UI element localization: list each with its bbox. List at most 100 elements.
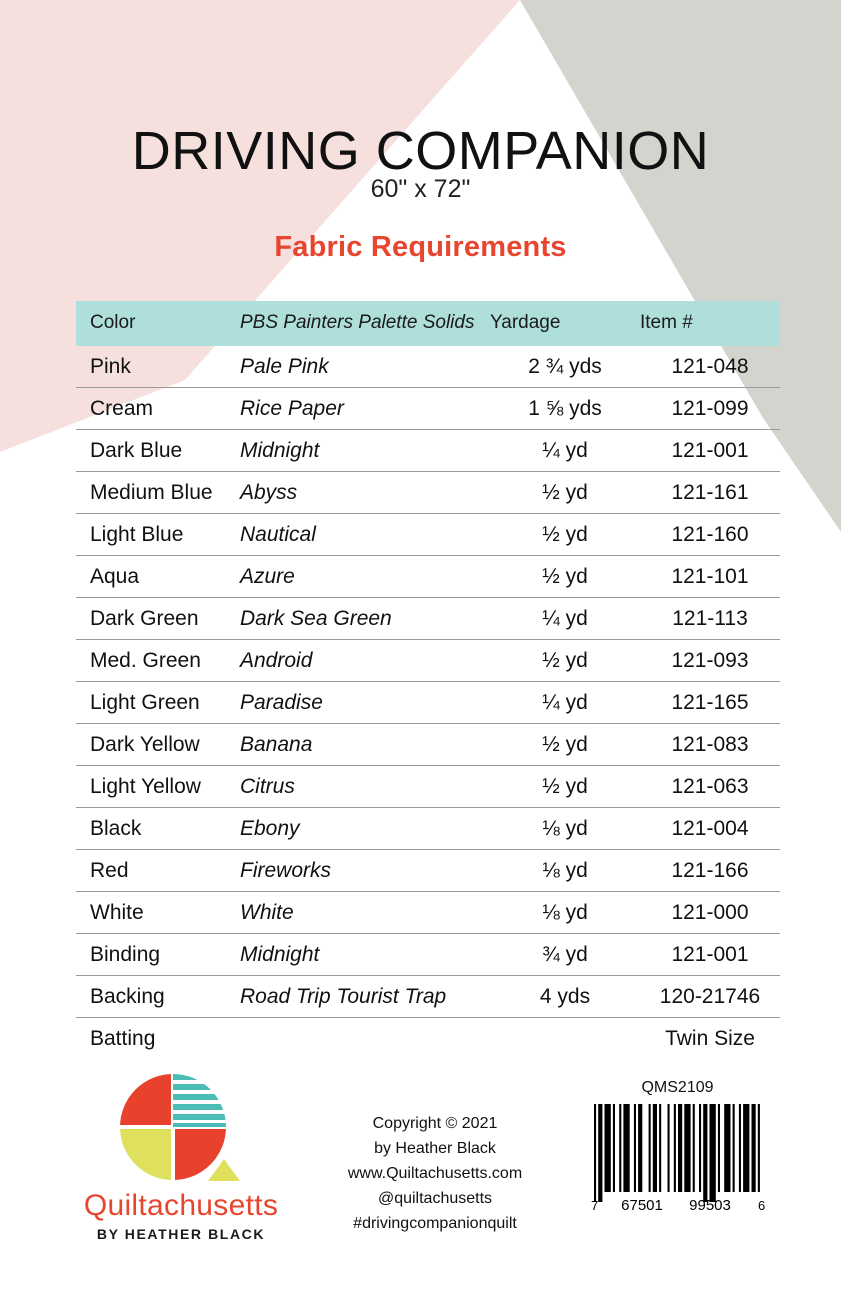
cell-yardage: ½ yd: [490, 639, 640, 682]
cell-color: Medium Blue: [76, 471, 240, 514]
cell-solid-name: Abyss: [240, 471, 490, 514]
cell-yardage: ⅛ yd: [490, 849, 640, 892]
cell-yardage: ¼ yd: [490, 681, 640, 724]
cell-yardage: 4 yds: [490, 975, 640, 1018]
cell-color: Cream: [76, 387, 240, 430]
page-title: DRIVING COMPANION: [131, 121, 710, 182]
cell-color: Light Yellow: [76, 765, 240, 808]
pink-background-panel: [0, 0, 520, 452]
cell-solid-name: Road Trip Tourist Trap: [240, 975, 490, 1018]
table-row: White White ⅛ yd 121-000: [76, 891, 780, 934]
table-row: Dark Green Dark Sea Green ¼ yd 121-113: [76, 597, 780, 640]
cell-item-number: 121-165: [640, 681, 780, 724]
cell-solid-name: Banana: [240, 723, 490, 766]
brand-tagline: BY HEATHER BLACK: [96, 1226, 266, 1242]
svg-text:99503: 99503: [689, 1197, 731, 1214]
cell-solid-name: Citrus: [240, 765, 490, 808]
copyright-line: Copyright © 2021: [372, 1115, 498, 1132]
table-row: Med. Green Android ½ yd 121-093: [76, 639, 780, 682]
quilt-dimensions: 60" x 72": [370, 175, 471, 203]
table-header: Color PBS Painters Palette Solids Yardag…: [76, 301, 780, 346]
cell-color: Dark Blue: [76, 429, 240, 472]
cell-color: Light Green: [76, 681, 240, 724]
brand-logo-block: Quiltachusetts BY HEATHER BLACK: [36, 1073, 326, 1242]
cell-solid-name: Azure: [240, 555, 490, 598]
cell-color: Med. Green: [76, 639, 240, 682]
barcode-block: QMS2109 7 67501 99503 6: [575, 1079, 780, 1214]
table-row: Cream Rice Paper 1 ⅝ yds 121-099: [76, 387, 780, 430]
cell-yardage: ⅛ yd: [490, 891, 640, 934]
cell-color: Black: [76, 807, 240, 850]
column-header-solids: PBS Painters Palette Solids: [240, 312, 475, 333]
footer: Quiltachusetts BY HEATHER BLACK Copyrigh…: [0, 1065, 841, 1300]
brand-wordmark: Quiltachusetts: [83, 1189, 279, 1222]
cell-solid-name: Pale Pink: [240, 346, 490, 388]
quiltachusetts-logo-icon: [120, 1074, 240, 1181]
cell-yardage: ½ yd: [490, 513, 640, 556]
social-handle-line[interactable]: @quiltachusetts: [377, 1190, 493, 1207]
section-heading-fabric-requirements: Fabric Requirements: [274, 231, 567, 263]
cell-item-number: 120-21746: [640, 975, 780, 1018]
author-line: by Heather Black: [374, 1140, 496, 1157]
fabric-requirements-table: Color PBS Painters Palette Solids Yardag…: [76, 301, 780, 1059]
cell-item-number: 121-063: [640, 765, 780, 808]
cell-color: Red: [76, 849, 240, 892]
table-row: Red Fireworks ⅛ yd 121-166: [76, 849, 780, 892]
cell-item-number: Twin Size: [665, 1027, 755, 1050]
column-header-color: Color: [90, 312, 136, 333]
cell-color: Backing: [76, 975, 240, 1018]
table-row: Light Yellow Citrus ½ yd 121-063: [76, 765, 780, 808]
cell-solid-name: [240, 1018, 490, 1060]
sku-label: QMS2109: [641, 1079, 714, 1096]
cell-solid-name: Nautical: [240, 513, 490, 556]
table-body: Pink Pale Pink 2 ¾ yds 121-048 Cream Rice Pap…: [76, 346, 780, 1059]
cell-color: Light Blue: [76, 513, 240, 556]
cell-yardage: ¼ yd: [490, 597, 640, 640]
cell-solid-name: Fireworks: [240, 849, 490, 892]
cell-item-number: 121-048: [640, 346, 780, 388]
table-row: Binding Midnight ¾ yd 121-001: [76, 933, 780, 976]
upc-barcode-icon: 7 67501 99503 6: [587, 1102, 768, 1214]
cell-yardage: ½ yd: [490, 765, 640, 808]
cell-solid-name: Midnight: [240, 429, 490, 472]
cell-item-number: 121-001: [640, 933, 780, 976]
cell-item-number: 121-083: [640, 723, 780, 766]
table-row: Medium Blue Abyss ½ yd 121-161: [76, 471, 780, 514]
cell-yardage: ¼ yd: [490, 429, 640, 472]
cell-yardage: 1 ⅝ yds: [490, 387, 640, 430]
table-row: Light Blue Nautical ½ yd 121-160: [76, 513, 780, 556]
cell-color: Dark Yellow: [76, 723, 240, 766]
cell-solid-name: Android: [240, 639, 490, 682]
cell-yardage: ¾ yd: [490, 933, 640, 976]
table-row: Light Green Paradise ¼ yd 121-165: [76, 681, 780, 724]
cell-color: Pink: [76, 346, 240, 388]
cell-solid-name: Rice Paper: [240, 387, 490, 430]
cell-item-number: 121-099: [640, 387, 780, 430]
svg-text:6: 6: [758, 1198, 765, 1213]
cell-color: Binding: [76, 933, 240, 976]
cell-yardage: ⅛ yd: [490, 807, 640, 850]
column-header-yardage: Yardage: [490, 312, 561, 333]
table-header-row: Color PBS Painters Palette Solids Yardag…: [76, 301, 780, 346]
cell-item-number: 121-000: [640, 891, 780, 934]
cell-color: Batting: [90, 1027, 156, 1050]
copyright-block: Copyright © 2021 by Heather Black www.Qu…: [310, 1111, 560, 1236]
cell-item-number: 121-166: [640, 849, 780, 892]
svg-text:67501: 67501: [621, 1197, 663, 1214]
cell-color: Aqua: [76, 555, 240, 598]
column-header-item-num: Item #: [640, 312, 693, 333]
cell-solid-name: Midnight: [240, 933, 490, 976]
cell-item-number: 121-161: [640, 471, 780, 514]
cell-item-number: 121-113: [640, 597, 780, 640]
cell-yardage: ½ yd: [490, 723, 640, 766]
cell-solid-name: Paradise: [240, 681, 490, 724]
hashtag-line[interactable]: #drivingcompanionquilt: [353, 1215, 517, 1232]
table-row: Dark Blue Midnight ¼ yd 121-001: [76, 429, 780, 472]
table-row: Pink Pale Pink 2 ¾ yds 121-048: [76, 346, 780, 388]
cell-solid-name: White: [240, 891, 490, 934]
website-line[interactable]: www.Quiltachusetts.com: [347, 1165, 523, 1182]
cell-solid-name: Ebony: [240, 807, 490, 850]
cell-color: Dark Green: [76, 597, 240, 640]
cell-yardage: ½ yd: [490, 471, 640, 514]
